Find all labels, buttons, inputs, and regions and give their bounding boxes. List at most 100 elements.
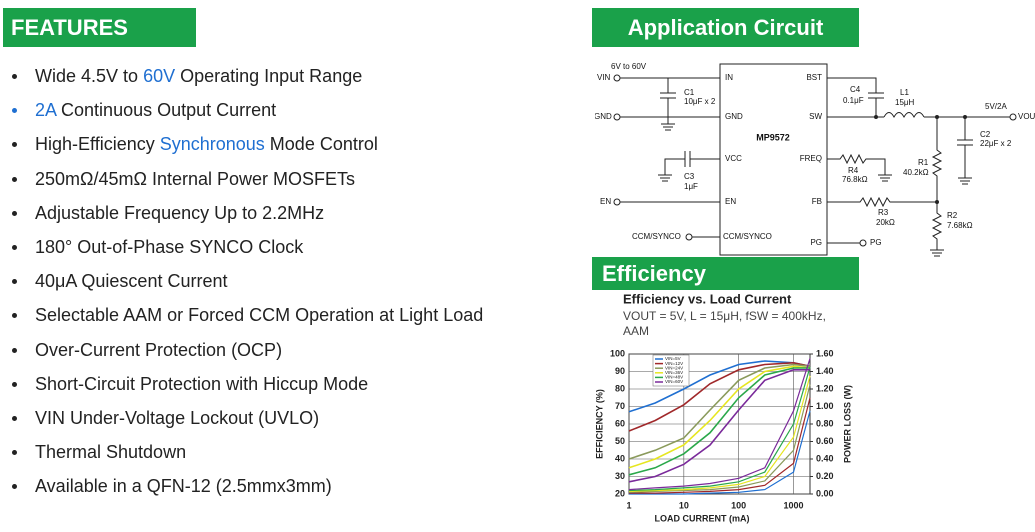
y-tick-label: 50 [615,436,625,446]
chart-title: Efficiency vs. Load Current [623,291,792,306]
y2-tick-label: 0.60 [816,436,834,446]
feature-text: Mode Control [264,134,378,155]
x-tick-label: 1 [626,500,631,510]
power-loss-line [628,366,811,492]
efficiency-title: Efficiency [592,257,859,290]
feature-item: Wide 4.5V to 60V Operating Input Range [0,60,483,94]
feature-text: 2A [35,100,57,121]
bullet [12,108,17,114]
feature-text: Thermal Shutdown [35,442,187,463]
legend-label: VIN=5V [665,356,681,361]
y2-tick-label: 1.60 [816,348,834,358]
circuit-label: R2 [947,211,958,220]
efficiency-line [628,369,810,483]
y2-axis-label: POWER LOSS (W) [842,385,852,463]
y2-tick-label: 0.20 [816,471,834,481]
bullet [12,415,17,421]
feature-item: 40μA Quiescent Current [0,265,483,299]
pin-label: SW [809,112,822,121]
feature-item: Selectable AAM or Forced CCM Operation a… [0,299,483,333]
circuit-title: Application Circuit [592,8,859,47]
legend-box [652,354,690,387]
circuit-label: L1 [900,88,909,97]
x-tick-label: 100 [731,500,746,510]
pin-label: PG [810,238,822,247]
wires [613,74,1017,257]
efficiency-line [628,363,811,460]
feature-text: VIN Under-Voltage Lockout (UVLO) [35,407,320,428]
bullet [12,244,17,250]
circuit-label: C4 [850,85,861,94]
feature-text: Available in a QFN-12 (2.5mmx3mm) [35,476,332,497]
features-title: FEATURES [3,8,196,47]
bullet [12,347,17,353]
chip [719,63,828,256]
pin-label: FB [812,197,822,206]
feature-text: 180° Out-of-Phase SYNCO Clock [35,236,304,257]
feature-item: 2A Continuous Output Current [0,94,483,128]
circuit-label: R4 [848,166,859,175]
bullet [12,450,17,456]
circuit-label: C2 [980,130,991,139]
circuit-label: 5V/2A [985,102,1007,111]
feature-item: Available in a QFN-12 (2.5mmx3mm) [0,470,483,504]
pin-label: BST [806,73,822,82]
y2-tick-label: 1.20 [816,383,834,393]
power-loss-line [629,410,811,495]
power-loss-line [628,358,811,491]
circuit-label: C3 [684,172,695,181]
circuit-label: 0.1μF [843,96,864,105]
circuit-label: 10μF x 2 [684,97,716,106]
y2-tick-label: 0.40 [816,453,834,463]
feature-text: Adjustable Frequency Up to 2.2MHz [35,202,325,223]
legend-label: VIN=24V [665,365,683,370]
circuit-label: CCM/SYNCO [632,232,681,241]
legend-label: VIN=60V [665,379,683,384]
feature-item: Adjustable Frequency Up to 2.2MHz [0,197,483,231]
y-tick-label: 20 [615,488,625,498]
pin-label: CCM/SYNCO [723,232,772,241]
feature-text: 60V [143,66,176,86]
pin-label: GND [725,112,743,121]
bullet [12,142,17,148]
chip-name: MP9572 [756,132,790,142]
y-tick-label: 40 [615,453,625,463]
bullet [12,279,17,285]
circuit-label: VOUT [1018,112,1035,121]
pin-label: EN [725,197,736,206]
y-tick-label: 80 [615,383,625,393]
feature-item: Short-Circuit Protection with Hiccup Mod… [0,368,483,402]
feature-text: Continuous Output Current [56,100,277,121]
circuit-label: C1 [684,88,695,97]
y-tick-label: 30 [615,471,625,481]
feature-text: Synchronous [159,134,265,155]
y2-tick-label: 1.40 [816,366,834,376]
feature-item: VIN Under-Voltage Lockout (UVLO) [0,402,483,436]
legend-label: VIN=48V [665,375,683,380]
y-tick-label: 70 [615,401,625,411]
circuit-label: 22μF x 2 [980,139,1012,148]
y-tick-label: 60 [615,418,625,428]
circuit-diagram: 6V to 60V VIN C1 10μF x 2 GND C3 1μF EN … [595,62,1035,257]
efficiency-line [628,365,811,469]
feature-text: 250mΩ/45mΩ Internal Power MOSFETs [35,168,356,189]
circuit-label: EN [600,197,611,206]
pin-label: FREQ [800,154,822,163]
circuit-label: 7.68kΩ [947,221,973,230]
bullet [12,381,17,387]
feature-item: 180° Out-of-Phase SYNCO Clock [0,231,483,265]
feature-text: 40μA Quiescent Current [35,271,228,292]
pin-label: VCC [725,154,742,163]
feature-text: Over-Current Protection (OCP) [35,339,283,360]
bullet [12,484,17,490]
circuit-label: 40.2kΩ [903,168,929,177]
y-axis-label: EFFICIENCY (%) [594,389,604,459]
power-loss-line [628,384,811,493]
y-tick-label: 90 [615,366,625,376]
power-loss-line [628,375,811,492]
y-tick-label: 100 [610,348,625,358]
feature-text: Selectable AAM or Forced CCM Operation a… [35,305,484,326]
circuit-label: 20kΩ [876,218,895,227]
y2-tick-label: 0.00 [816,488,834,498]
